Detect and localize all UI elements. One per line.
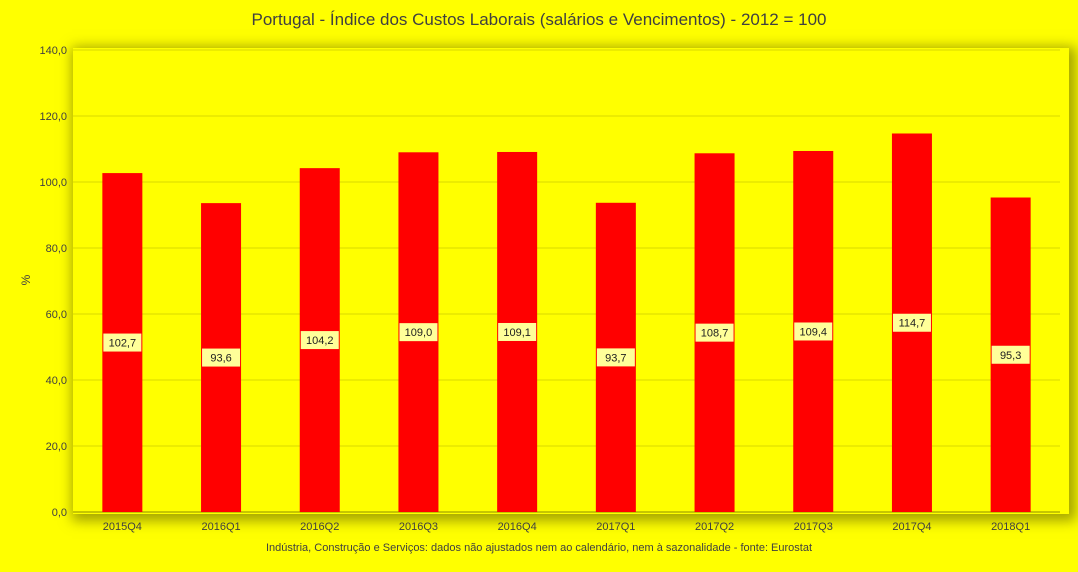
data-label-box xyxy=(202,348,241,367)
x-tick-label: 2017Q2 xyxy=(695,521,734,533)
data-label-box xyxy=(794,322,833,341)
y-tick-label: 120,0 xyxy=(39,111,67,123)
data-label: 108,7 xyxy=(701,328,729,340)
data-label-box xyxy=(103,333,142,352)
x-tick-label: 2016Q4 xyxy=(498,521,537,533)
x-tick-label: 2017Q4 xyxy=(892,521,931,533)
data-label-box xyxy=(991,345,1030,364)
chart-title: Portugal - Índice dos Custos Laborais (s… xyxy=(251,10,827,29)
footnote: Indústria, Construção e Serviços: dados … xyxy=(265,542,813,554)
data-label: 104,2 xyxy=(306,335,334,347)
y-tick-label: 60,0 xyxy=(46,309,67,321)
x-tick-label: 2017Q1 xyxy=(596,521,635,533)
x-tick-label: 2015Q4 xyxy=(103,521,142,533)
data-label: 109,1 xyxy=(503,327,531,339)
y-tick-label: 80,0 xyxy=(46,243,67,255)
y-axis-label: % xyxy=(19,274,33,285)
y-tick-label: 40,0 xyxy=(46,375,67,387)
data-label: 93,7 xyxy=(605,352,626,364)
data-label-box xyxy=(399,323,438,342)
y-tick-label: 140,0 xyxy=(39,45,67,57)
data-label-box xyxy=(300,331,339,350)
data-label-box xyxy=(596,348,635,367)
data-label: 109,0 xyxy=(405,327,433,339)
x-tick-label: 2017Q3 xyxy=(794,521,833,533)
x-tick-label: 2016Q2 xyxy=(300,521,339,533)
x-tick-label: 2016Q3 xyxy=(399,521,438,533)
y-tick-label: 100,0 xyxy=(39,177,67,189)
y-tick-label: 0,0 xyxy=(52,507,67,519)
data-label: 93,6 xyxy=(210,353,231,365)
data-label: 109,4 xyxy=(799,326,827,338)
data-label-box xyxy=(498,322,537,341)
data-label-box xyxy=(892,313,931,332)
data-label: 114,7 xyxy=(899,318,926,330)
data-label: 102,7 xyxy=(109,338,137,350)
x-tick-label: 2018Q1 xyxy=(991,521,1030,533)
data-label: 95,3 xyxy=(1000,350,1021,362)
x-tick-label: 2016Q1 xyxy=(201,521,240,533)
y-tick-label: 20,0 xyxy=(46,441,67,453)
data-label-box xyxy=(695,323,734,342)
